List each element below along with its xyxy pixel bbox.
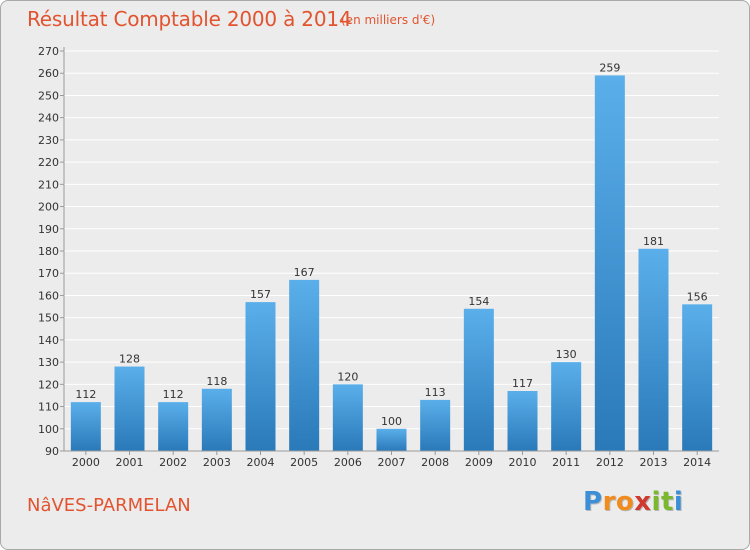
y-tick-label: 190 [38,223,59,236]
logo-letter: t [660,487,674,517]
x-tick-label: 2013 [640,456,668,469]
y-tick-label: 160 [38,289,59,302]
x-tick-label: 2007 [378,456,406,469]
bar [70,402,101,451]
y-tick-label: 170 [38,267,59,280]
data-label: 130 [556,348,577,361]
x-tick-label: 2010 [509,456,537,469]
bar [332,384,363,451]
y-tick-label: 220 [38,156,59,169]
logo-letter: r [602,487,616,517]
y-tick-label: 90 [45,445,59,458]
bar [594,75,625,451]
data-label: 157 [250,288,271,301]
y-tick-label: 210 [38,178,59,191]
data-label: 112 [163,388,184,401]
bar [463,308,494,451]
x-tick-label: 2008 [421,456,449,469]
data-label: 100 [381,415,402,428]
logo-letter: x [634,487,652,517]
y-tick-label: 120 [38,378,59,391]
data-label: 120 [337,370,358,383]
chart-title: Résultat Comptable 2000 à 2014 [27,7,352,31]
bar [376,428,407,451]
y-tick-label: 130 [38,356,59,369]
x-tick-label: 2004 [247,456,275,469]
bar [114,366,145,451]
x-tick-label: 2005 [290,456,318,469]
x-tick-label: 2002 [159,456,187,469]
bar [289,279,320,451]
y-tick-label: 270 [38,45,59,58]
place-name: NâVES-PARMELAN [27,495,191,516]
bar [551,362,582,451]
x-tick-label: 2011 [552,456,580,469]
y-tick-label: 100 [38,423,59,436]
data-label: 128 [119,353,140,366]
y-tick-label: 180 [38,245,59,258]
y-tick-label: 260 [38,67,59,80]
y-tick-label: 150 [38,312,59,325]
bar [682,304,713,451]
x-tick-label: 2006 [334,456,362,469]
x-axis-ticks: 2000 2001 2002 2003 2004 2005 2006 2007 2008 2009… [72,451,711,469]
x-tick-label: 2000 [72,456,100,469]
y-tick-label: 200 [38,201,59,214]
bar [245,302,276,451]
x-tick-label: 2003 [203,456,231,469]
proxiti-logo: Proxiti [583,487,683,517]
bars [70,75,713,451]
logo-letter: i [673,487,684,517]
bar [420,399,451,451]
x-tick-label: 2014 [683,456,711,469]
data-label: 117 [512,377,533,390]
logo-letter: i [651,487,661,517]
data-label: 259 [599,61,620,74]
logo-letter: P [583,487,603,517]
y-tick-label: 240 [38,112,59,125]
chart-subtitle: (en milliers d'€) [341,13,436,27]
bar [158,402,189,451]
data-labels: 112 128 112 118 157 167 120 100 113 154 117 130 259 1… [75,61,707,427]
data-label: 113 [425,386,446,399]
logo-letter: o [615,487,635,517]
y-axis-ticks: 90 100 110 120 130 140 150 160 170 180 190 200 210 22… [38,45,64,458]
y-tick-label: 140 [38,334,59,347]
x-tick-label: 2009 [465,456,493,469]
data-label: 118 [206,375,227,388]
y-tick-label: 110 [38,401,59,414]
data-label: 112 [75,388,96,401]
y-tick-label: 250 [38,89,59,102]
data-label: 167 [294,266,315,279]
bar [638,248,669,451]
data-label: 181 [643,235,664,248]
y-tick-label: 230 [38,134,59,147]
x-tick-label: 2001 [116,456,144,469]
bar [507,391,538,451]
x-tick-label: 2012 [596,456,624,469]
bar [201,388,232,451]
data-label: 156 [687,290,708,303]
data-label: 154 [468,295,489,308]
